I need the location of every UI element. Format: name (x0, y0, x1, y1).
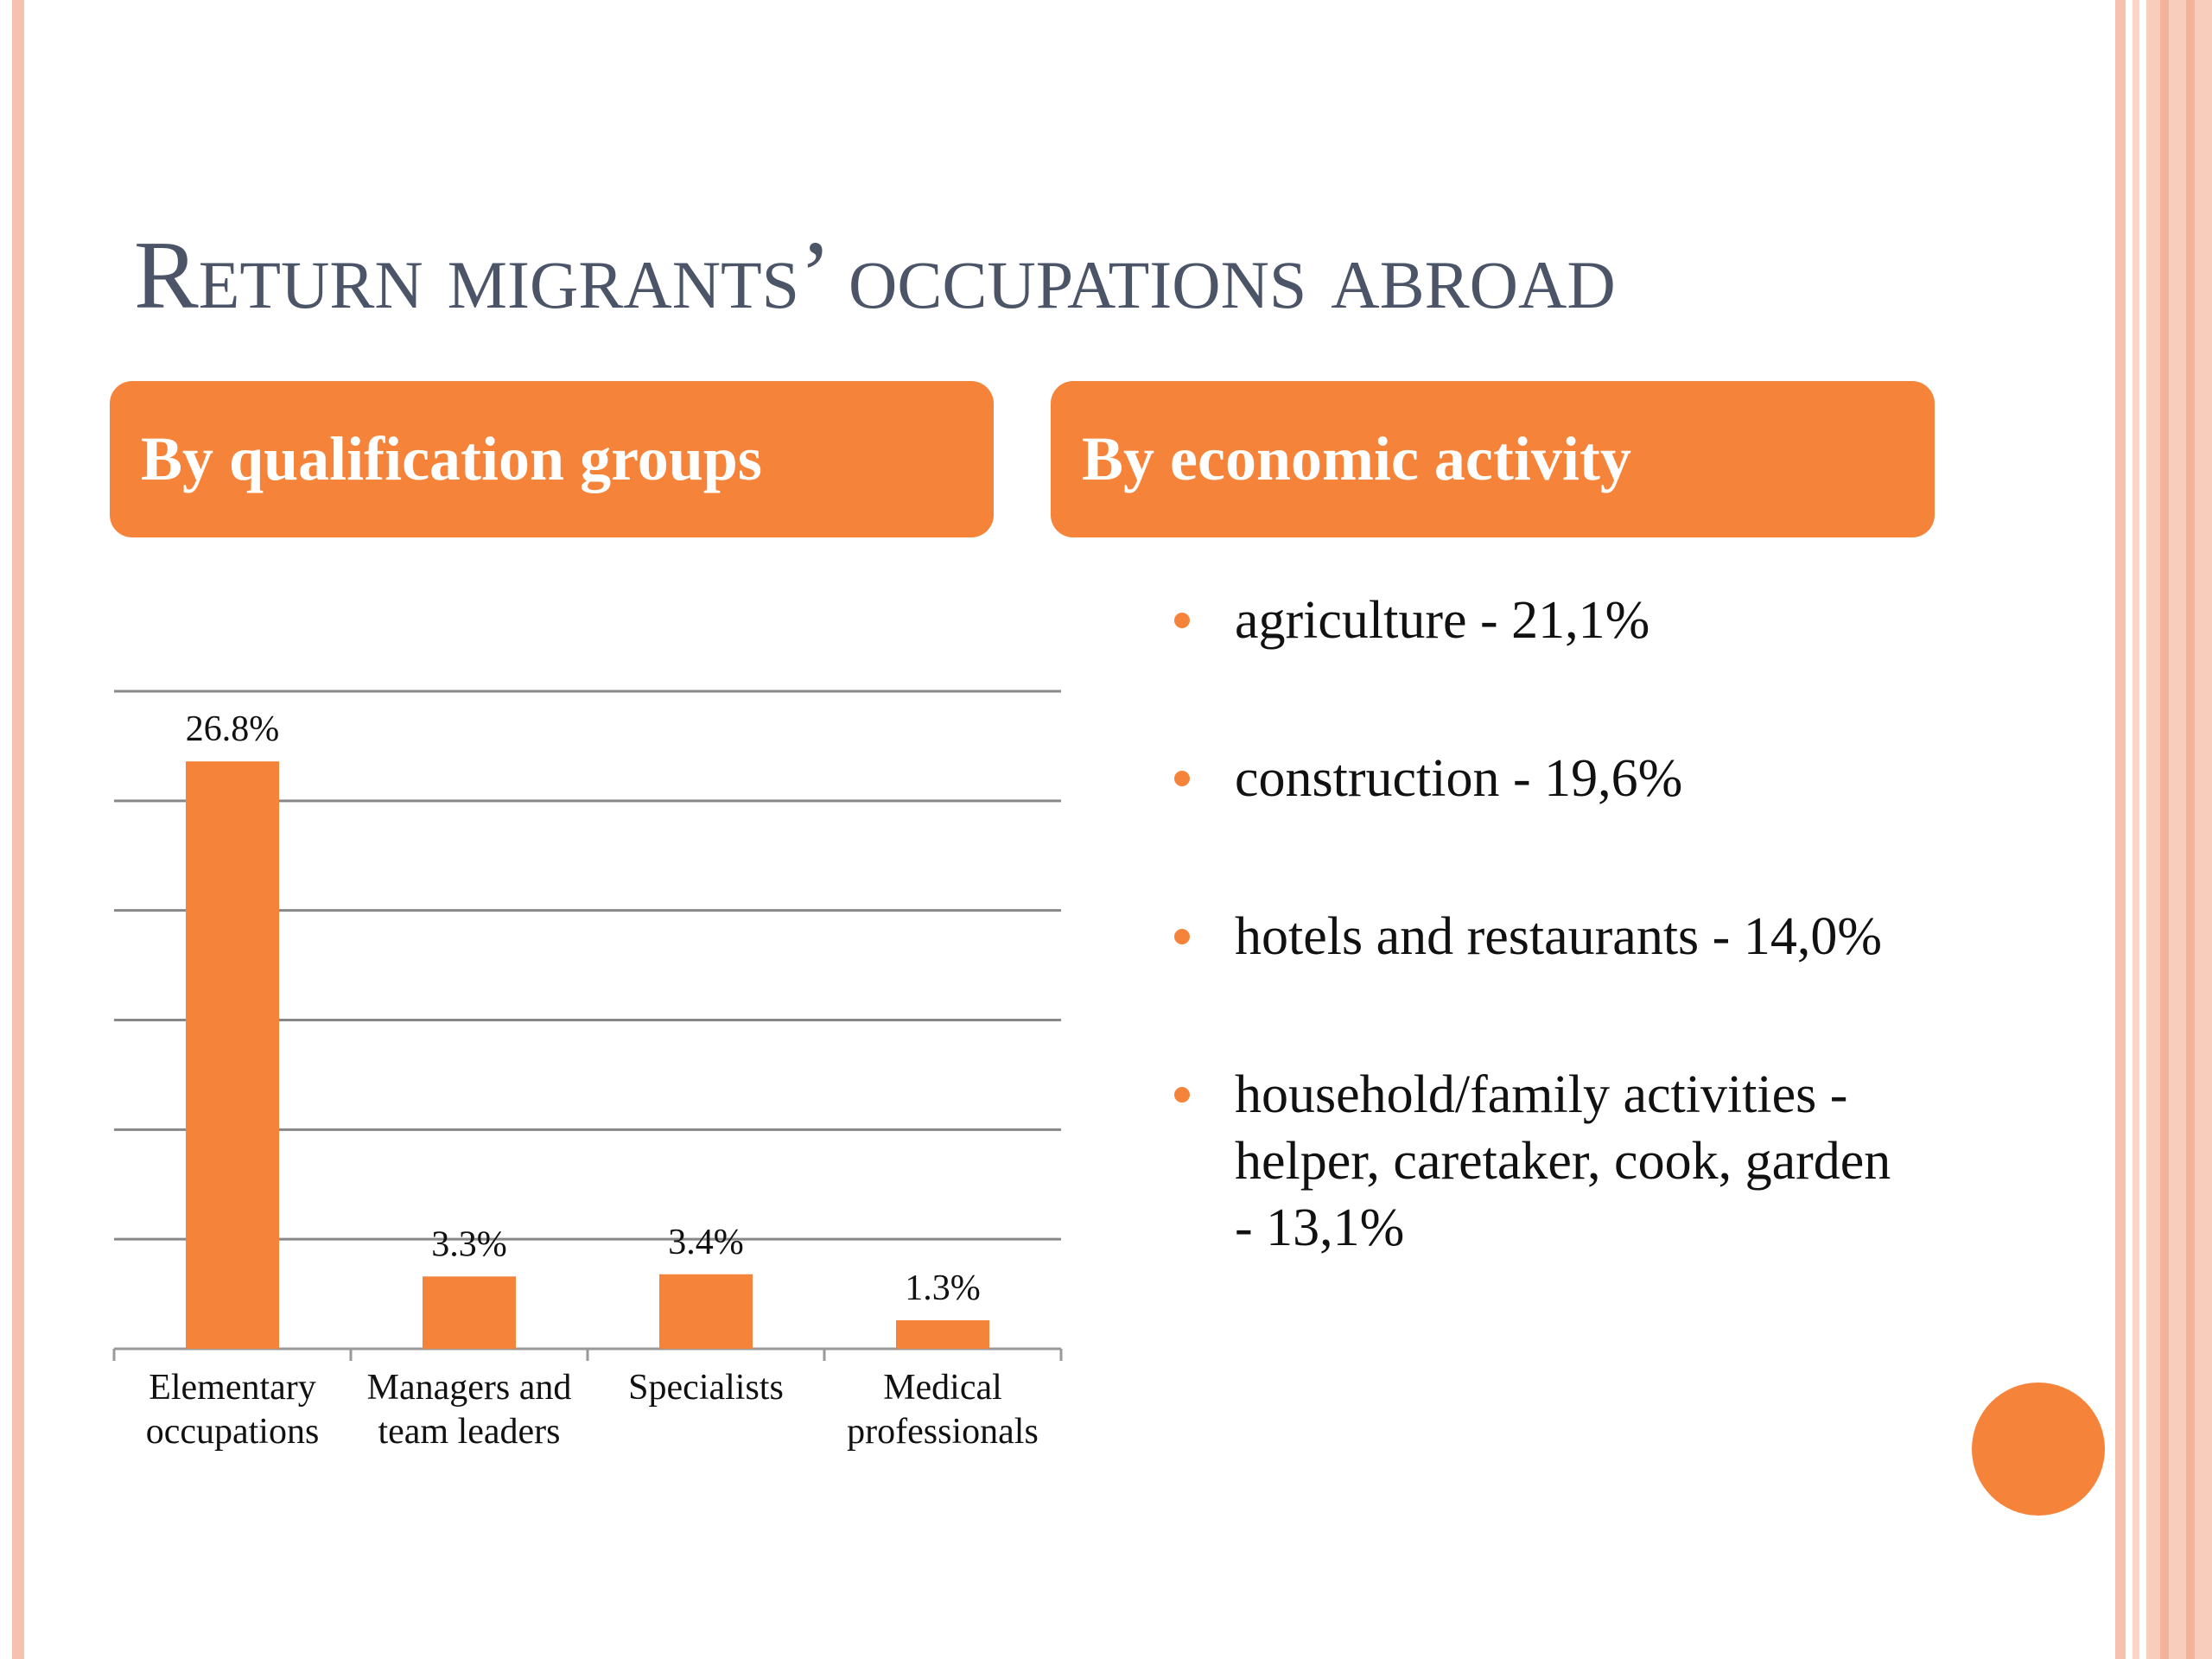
x-tick-label: Specialists (628, 1368, 784, 1408)
bullet-item: agriculture - 21,1% (1174, 588, 1891, 654)
x-tick-label: Managers and team leaders (367, 1368, 572, 1452)
bar (186, 761, 279, 1349)
bar (423, 1276, 516, 1349)
panel-header: By qualification groups (110, 381, 994, 537)
bar (896, 1320, 989, 1349)
border-stripe (2160, 0, 2169, 1659)
bullet-list: agriculture - 21,1% construction - 19,6% h… (1174, 588, 1891, 1353)
bullet-item: hotels and restaurants - 14,0% (1174, 904, 1891, 970)
data-label: 3.4% (668, 1223, 744, 1262)
slide-title: Return migrants’ occupations abroad (134, 222, 1616, 329)
bullet-item: construction - 19,6% (1174, 746, 1891, 812)
x-tick-label: Elementary occupations (146, 1368, 320, 1452)
bar (659, 1274, 753, 1349)
border-stripe (2186, 0, 2195, 1659)
data-label: 3.3% (431, 1224, 507, 1264)
x-tick-label: Medical professionals (847, 1368, 1039, 1452)
data-label: 1.3% (905, 1268, 981, 1308)
border-stripe (12, 0, 24, 1659)
data-label: 26.8% (186, 709, 280, 749)
border-stripe (2133, 0, 2139, 1659)
bullet-item: household/family activities - helper, ca… (1174, 1062, 1891, 1262)
panel-header: By economic activity (1051, 381, 1935, 537)
border-stripe (2115, 0, 2126, 1659)
decor-circle (1972, 1382, 2105, 1516)
border-stripe (2146, 0, 2212, 1659)
